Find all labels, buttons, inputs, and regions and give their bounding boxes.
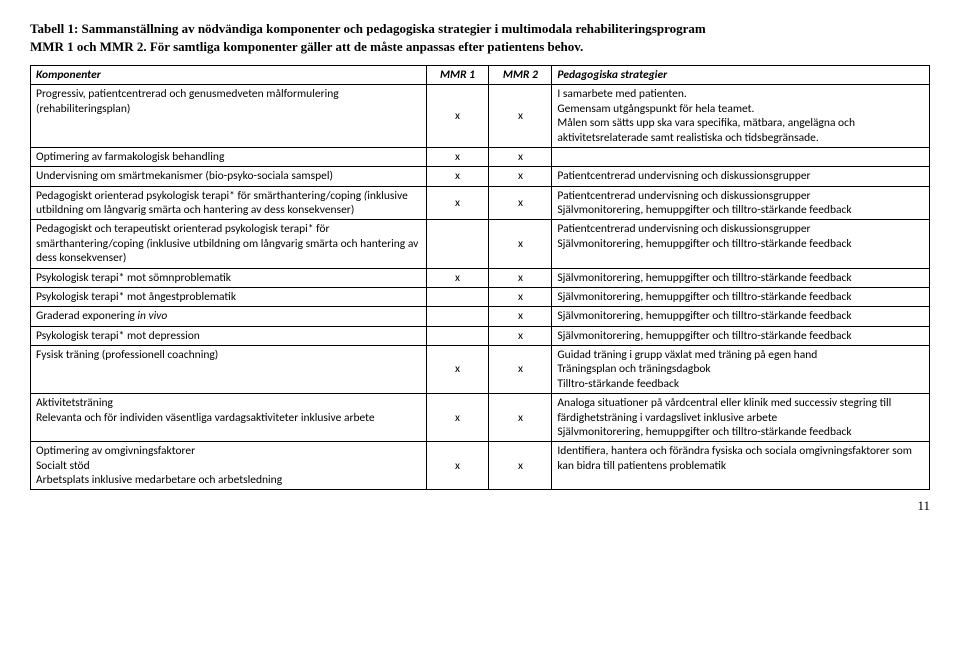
col-mmr2: MMR 2 xyxy=(489,66,552,85)
cell-mmr1 xyxy=(426,287,489,306)
cell-strategi: Patientcentrerad undervisning och diskus… xyxy=(552,220,930,268)
table-row: Undervisning om smärtmekanismer (bio-psy… xyxy=(31,167,930,186)
cell-strategi: Identifiera, hantera och förändra fysisk… xyxy=(552,442,930,490)
page-number: 11 xyxy=(30,498,930,514)
table-row: Optimering av omgivningsfaktorerSocialt … xyxy=(31,442,930,490)
cell-mmr2: x xyxy=(489,287,552,306)
table-title: Tabell 1: Sammanställning av nödvändiga … xyxy=(30,20,930,55)
cell-komponent: Pedagogiskt orienterad psykologisk terap… xyxy=(31,186,427,220)
cell-mmr2: x xyxy=(489,346,552,394)
cell-mmr1: x xyxy=(426,85,489,148)
table-row: Progressiv, patientcentrerad och genusme… xyxy=(31,85,930,148)
col-mmr1: MMR 1 xyxy=(426,66,489,85)
cell-strategi: Guidad träning i grupp växlat med tränin… xyxy=(552,346,930,394)
cell-mmr2: x xyxy=(489,307,552,326)
table-row: AktivitetsträningRelevanta och för indiv… xyxy=(31,394,930,442)
cell-komponent: Psykologisk terapi* mot ångestproblemati… xyxy=(31,287,427,306)
cell-komponent: Undervisning om smärtmekanismer (bio-psy… xyxy=(31,167,427,186)
cell-strategi xyxy=(552,147,930,166)
cell-komponent: Pedagogiskt och terapeutiskt orienterad … xyxy=(31,220,427,268)
cell-mmr1: x xyxy=(426,394,489,442)
cell-strategi: Analoga situationer på vårdcentral eller… xyxy=(552,394,930,442)
cell-komponent: Psykologisk terapi* mot depression xyxy=(31,326,427,345)
cell-mmr1: x xyxy=(426,147,489,166)
table-row: Psykologisk terapi* mot ångestproblemati… xyxy=(31,287,930,306)
cell-mmr2: x xyxy=(489,268,552,287)
cell-komponent: AktivitetsträningRelevanta och för indiv… xyxy=(31,394,427,442)
table-header-row: Komponenter MMR 1 MMR 2 Pedagogiska stra… xyxy=(31,66,930,85)
cell-strategi: Självmonitorering, hemuppgifter och till… xyxy=(552,326,930,345)
cell-mmr1 xyxy=(426,326,489,345)
cell-mmr2: x xyxy=(489,442,552,490)
cell-strategi: Självmonitorering, hemuppgifter och till… xyxy=(552,287,930,306)
cell-strategi: Patientcentrerad undervisning och diskus… xyxy=(552,167,930,186)
cell-mmr1: x xyxy=(426,186,489,220)
table-row: Optimering av farmakologisk behandlingxx xyxy=(31,147,930,166)
cell-strategi: Självmonitorering, hemuppgifter och till… xyxy=(552,268,930,287)
table-row: Graderad exponering in vivo xSjälvmonitor… xyxy=(31,307,930,326)
cell-komponent: Psykologisk terapi* mot sömnproblematik xyxy=(31,268,427,287)
cell-mmr2: x xyxy=(489,326,552,345)
cell-komponent: Optimering av omgivningsfaktorerSocialt … xyxy=(31,442,427,490)
table-row: Fysisk träning (professionell coachning)… xyxy=(31,346,930,394)
table-row: Pedagogiskt och terapeutiskt orienterad … xyxy=(31,220,930,268)
components-table: Komponenter MMR 1 MMR 2 Pedagogiska stra… xyxy=(30,65,930,490)
cell-mmr2: x xyxy=(489,85,552,148)
cell-komponent: Graderad exponering in vivo xyxy=(31,307,427,326)
cell-mmr1: x xyxy=(426,346,489,394)
col-strategier: Pedagogiska strategier xyxy=(552,66,930,85)
cell-mmr2: x xyxy=(489,394,552,442)
table-row: Psykologisk terapi* mot depression xSjälv… xyxy=(31,326,930,345)
table-row: Psykologisk terapi* mot sömnproblematikx… xyxy=(31,268,930,287)
cell-mmr1 xyxy=(426,220,489,268)
cell-strategi: Självmonitorering, hemuppgifter och till… xyxy=(552,307,930,326)
cell-strategi: I samarbete med patienten.Gemensam utgån… xyxy=(552,85,930,148)
cell-mmr2: x xyxy=(489,186,552,220)
cell-mmr1: x xyxy=(426,268,489,287)
cell-komponent: Optimering av farmakologisk behandling xyxy=(31,147,427,166)
cell-komponent: Progressiv, patientcentrerad och genusme… xyxy=(31,85,427,148)
cell-mmr1: x xyxy=(426,167,489,186)
table-row: Pedagogiskt orienterad psykologisk terap… xyxy=(31,186,930,220)
col-komponenter: Komponenter xyxy=(31,66,427,85)
cell-mmr2: x xyxy=(489,147,552,166)
cell-mmr2: x xyxy=(489,220,552,268)
cell-mmr2: x xyxy=(489,167,552,186)
cell-mmr1 xyxy=(426,307,489,326)
cell-komponent: Fysisk träning (professionell coachning) xyxy=(31,346,427,394)
cell-strategi: Patientcentrerad undervisning och diskus… xyxy=(552,186,930,220)
cell-mmr1: x xyxy=(426,442,489,490)
